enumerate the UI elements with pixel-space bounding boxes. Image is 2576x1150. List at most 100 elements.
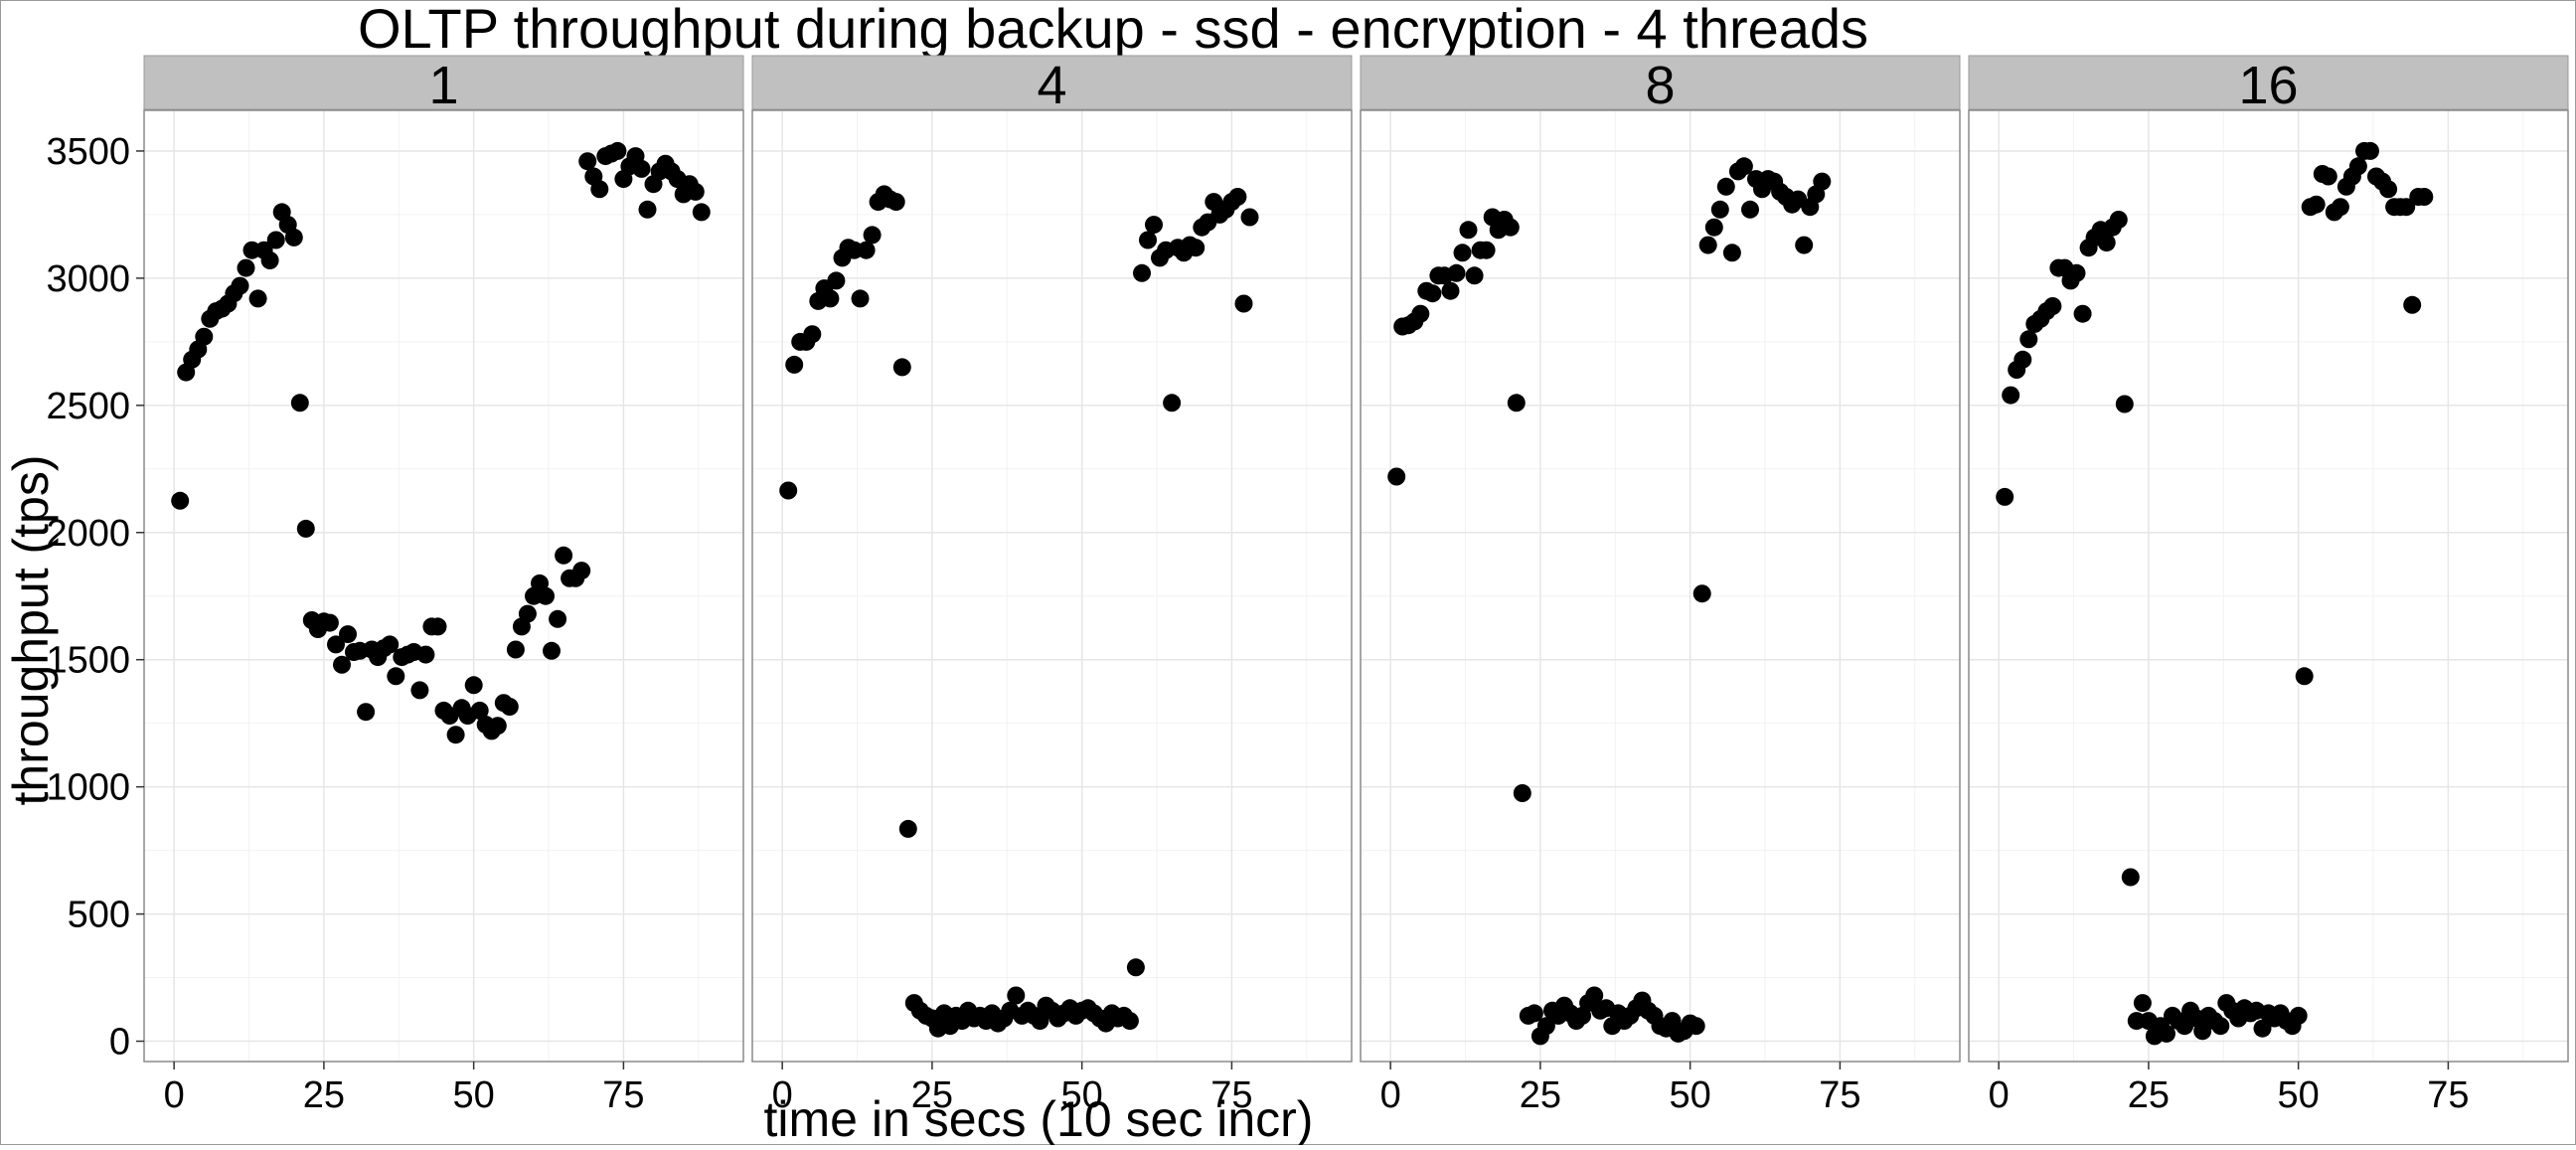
data-point (1126, 958, 1145, 977)
data-point (1536, 1017, 1555, 1036)
data-point (333, 655, 351, 674)
data-point (266, 231, 285, 249)
data-point (2211, 1017, 2230, 1036)
x-tick-label: 75 (602, 1074, 644, 1116)
x-tick-label: 0 (1989, 1074, 2010, 1116)
data-point (1145, 216, 1163, 235)
facet-panel-16: 16 0 25 50 75 (1968, 55, 2569, 1116)
data-point (410, 681, 429, 700)
data-point (500, 698, 519, 716)
facet-strip-label: 16 (2238, 56, 2298, 115)
y-tick-label: 1000 (46, 767, 130, 809)
data-point (608, 141, 627, 160)
data-point (1163, 394, 1182, 412)
data-point (2158, 1024, 2175, 1043)
facet-strip (143, 55, 744, 110)
data-point (1741, 200, 1759, 219)
data-point (2307, 195, 2326, 214)
data-point (2379, 180, 2398, 199)
data-point (320, 613, 339, 632)
data-point (381, 635, 400, 654)
data-point (827, 271, 846, 290)
data-point (1501, 218, 1520, 237)
data-point (590, 180, 609, 199)
data-point (2289, 1006, 2308, 1025)
panel-background (1361, 110, 1960, 1062)
data-point (1813, 172, 1832, 191)
chart-title: OLTP throughput during backup - ssd - en… (358, 0, 1868, 60)
data-point (327, 635, 345, 654)
data-point (237, 258, 255, 277)
data-point (2097, 234, 2116, 252)
facet-strip (1968, 55, 2569, 110)
data-point (470, 701, 489, 720)
data-point (2073, 304, 2092, 323)
data-point (1387, 467, 1406, 486)
data-point (284, 228, 303, 246)
y-tick-label: 2500 (46, 386, 130, 427)
data-point (506, 640, 525, 659)
data-point (339, 625, 357, 644)
data-point (428, 617, 447, 636)
data-point (578, 152, 597, 171)
data-point (1704, 218, 1723, 237)
data-point (2253, 1019, 2272, 1038)
panel-border (1968, 109, 2569, 1063)
data-point (1722, 244, 1741, 262)
panel-background (144, 110, 743, 1062)
data-point (2013, 350, 2032, 369)
data-point (1423, 284, 1442, 303)
data-point (2415, 188, 2434, 206)
data-point (1133, 263, 1151, 282)
facet-panel-8: 8 0 25 50 75 (1360, 55, 1961, 1116)
data-point (248, 289, 267, 308)
panel-background (1969, 110, 2568, 1062)
data-point (1687, 1017, 1705, 1036)
data-point (1228, 188, 1247, 206)
x-tick-label: 75 (1819, 1074, 1860, 1116)
data-point (1459, 221, 1478, 240)
data-point (1692, 584, 1711, 603)
data-point (2121, 868, 2140, 887)
data-point (2002, 386, 2020, 405)
data-point (1447, 263, 1466, 282)
data-point (555, 546, 573, 565)
data-point (2193, 1022, 2212, 1041)
data-point (2361, 141, 2379, 160)
data-point (2115, 395, 2134, 413)
data-point (1996, 487, 2014, 506)
data-point (632, 159, 651, 178)
x-axis-title: time in secs (10 sec incr) (764, 1091, 1314, 1145)
data-point (387, 667, 405, 686)
facet-strip-label: 4 (1037, 56, 1066, 115)
panel-border (1360, 109, 1961, 1063)
data-point (1411, 304, 1430, 323)
data-point (1240, 208, 1259, 227)
data-point (231, 276, 249, 295)
data-point (898, 819, 917, 838)
x-tick-label: 25 (303, 1074, 345, 1116)
data-point (2403, 295, 2422, 314)
panel-border (143, 109, 744, 1063)
data-point (803, 325, 822, 344)
data-point (1453, 244, 1472, 262)
facet-panel-4: 4 0 25 50 75 (751, 55, 1353, 1116)
data-point (296, 519, 315, 538)
data-point (1441, 281, 1460, 300)
facet-strip-label: 1 (428, 56, 458, 115)
data-point (2348, 157, 2367, 176)
x-tick-label: 75 (1210, 1074, 1252, 1116)
data-point (863, 226, 882, 245)
data-point (1477, 241, 1496, 259)
data-point (2133, 994, 2152, 1013)
data-point (886, 193, 905, 212)
x-tick-label: 25 (2128, 1074, 2170, 1116)
facet-strip-label: 8 (1645, 56, 1675, 115)
data-point (1513, 784, 1531, 802)
data-point (2397, 198, 2416, 217)
y-tick-label: 500 (68, 895, 130, 936)
data-point (464, 676, 483, 695)
data-point (692, 203, 711, 222)
